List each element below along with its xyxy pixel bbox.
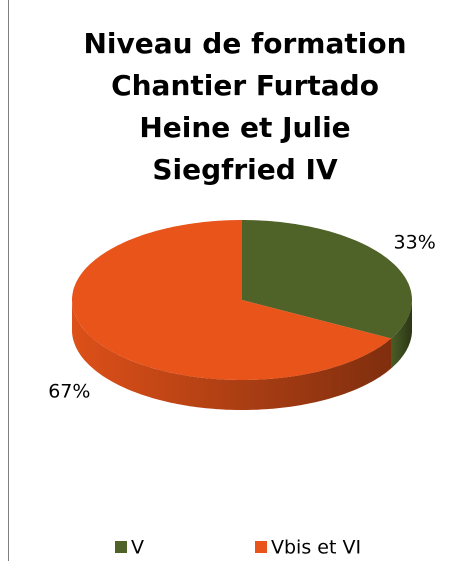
legend-swatch [115, 541, 127, 553]
chart-title: Heine et Julie [139, 111, 350, 144]
pie-slice [72, 220, 391, 380]
data-label: 67% [48, 380, 90, 402]
chart-title: Chantier Furtado [111, 69, 379, 102]
legend-label: Vbis et VI [271, 537, 361, 559]
legend-label: V [131, 537, 144, 559]
data-label: 33% [394, 232, 436, 254]
chart-title: Siegfried IV [152, 153, 338, 186]
pie-slice-side-shade [72, 300, 391, 410]
legend-swatch [255, 541, 267, 553]
chart-title: Niveau de formation [83, 27, 406, 60]
pie-slice [242, 220, 412, 339]
pie-slice-side-shade [391, 300, 412, 369]
